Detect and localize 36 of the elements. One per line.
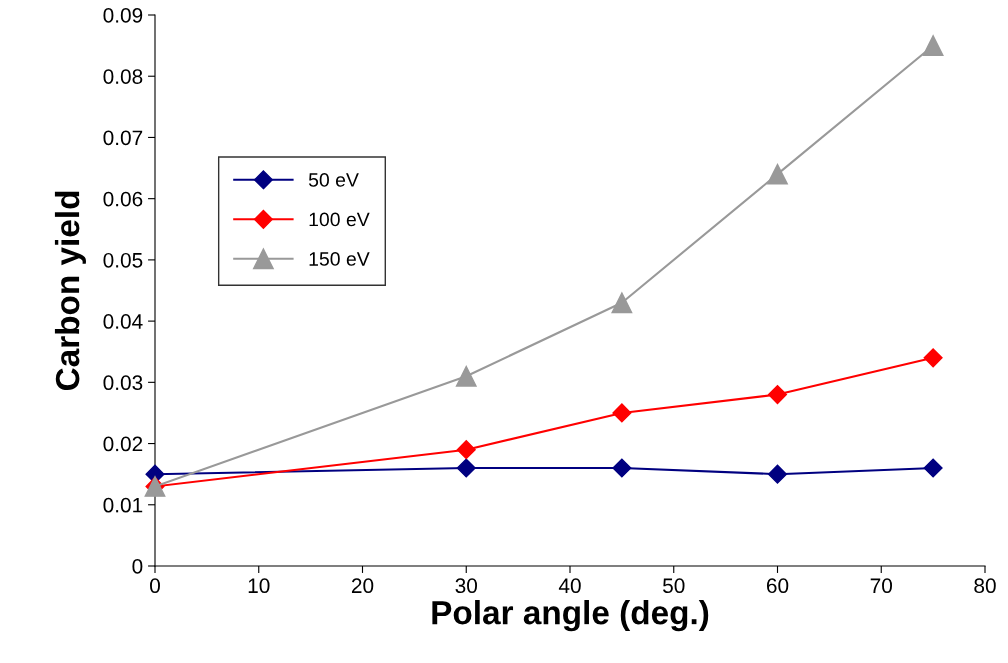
x-tick-label: 0 [150, 578, 160, 594]
point [455, 365, 477, 387]
point [612, 458, 632, 478]
legend-label: 50 eV [308, 173, 359, 187]
y-tick-label: 0.05 [103, 252, 143, 268]
x-tick-label: 60 [766, 578, 789, 594]
x-axis-title: Polar angle (deg.) [432, 600, 709, 632]
y-tick-label: 0.07 [103, 130, 143, 146]
point [456, 458, 476, 478]
x-tick-label: 80 [974, 578, 996, 594]
y-tick-label: 0.01 [103, 497, 143, 513]
x-tick-label: 10 [248, 578, 270, 594]
legend-label: 150 eV [309, 252, 370, 266]
y-tick-label: 0.04 [103, 314, 143, 329]
y-tick-label: 0.08 [103, 69, 143, 84]
point [456, 440, 476, 460]
x-tick-label: 40 [558, 578, 581, 594]
y-axis-title: Carbon yield [54, 191, 86, 391]
x-tick-label: 30 [455, 578, 478, 594]
point [922, 35, 944, 57]
legend-label: 100 eV [309, 212, 370, 227]
point [923, 458, 943, 478]
x-tick-label: 70 [870, 578, 893, 594]
point [611, 292, 633, 314]
x-tick-label: 50 [663, 578, 685, 594]
point [923, 348, 943, 368]
y-tick-label: 0.06 [103, 191, 143, 207]
point [767, 464, 788, 484]
y-tick-label: 0.03 [103, 375, 143, 391]
y-tick-label: 0.02 [103, 436, 143, 452]
point [767, 163, 788, 185]
point [767, 385, 788, 405]
y-tick-label: 0 [132, 559, 143, 574]
y-tick-label: 0.09 [103, 8, 143, 23]
x-tick-label: 20 [351, 578, 374, 594]
point [612, 403, 632, 423]
